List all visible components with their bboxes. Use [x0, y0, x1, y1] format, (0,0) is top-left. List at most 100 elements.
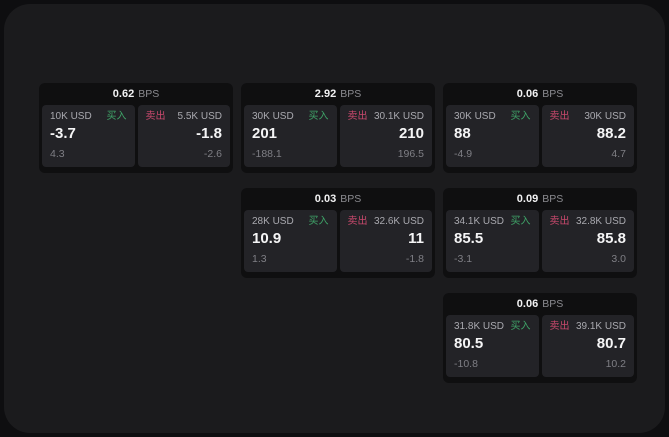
card-header: 0.03 BPS — [241, 188, 435, 210]
sell-sub-value: -2.6 — [203, 148, 222, 161]
buy-row: 30K USD 买入 — [252, 111, 329, 122]
sell-amount: 30K USD — [584, 111, 626, 122]
buy-amount: 30K USD — [454, 111, 496, 122]
bps-unit-label: BPS — [542, 297, 564, 310]
sell-row: 卖出 32.8K USD — [550, 216, 627, 227]
buy-quote-panel[interactable]: 10K USD 买入 -3.7 4.3 — [42, 105, 135, 167]
sell-sub-value: 4.7 — [611, 148, 626, 161]
sell-side-label: 卖出 — [549, 321, 570, 332]
card-header: 2.92 BPS — [241, 83, 435, 105]
card-header: 0.06 BPS — [443, 83, 637, 105]
card-header: 0.62 BPS — [39, 83, 233, 105]
buy-quote-panel[interactable]: 30K USD 买入 201 -188.1 — [244, 105, 337, 167]
sell-row: 卖出 39.1K USD — [550, 321, 627, 332]
card-body: 28K USD 买入 10.9 1.3 卖出 32.6K USD 11 -1.8 — [241, 210, 435, 275]
buy-side-label: 买入 — [510, 111, 531, 122]
sell-price: 88.2 — [596, 125, 626, 142]
card-body: 34.1K USD 买入 85.5 -3.1 卖出 32.8K USD 85.8… — [443, 210, 637, 275]
buy-price: 201 — [252, 125, 278, 142]
buy-price: 88 — [454, 125, 471, 142]
buy-row: 10K USD 买入 — [50, 111, 127, 122]
sell-quote-panel[interactable]: 卖出 30.1K USD 210 196.5 — [339, 105, 432, 167]
buy-amount: 10K USD — [50, 111, 92, 122]
buy-side-label: 买入 — [106, 111, 127, 122]
buy-sub-value: -3.1 — [454, 253, 473, 266]
bps-unit-label: BPS — [340, 192, 362, 205]
card-header: 0.06 BPS — [443, 293, 637, 315]
buy-amount: 31.8K USD — [454, 321, 505, 332]
buy-side-label: 买入 — [308, 111, 329, 122]
sell-row: 卖出 30.1K USD — [348, 111, 425, 122]
buy-sub-value: -188.1 — [252, 148, 282, 161]
sell-quote-panel[interactable]: 卖出 39.1K USD 80.7 10.2 — [541, 315, 634, 377]
sell-quote-panel[interactable]: 卖出 30K USD 88.2 4.7 — [541, 105, 634, 167]
sell-side-label: 卖出 — [347, 111, 368, 122]
sell-sub-value: 196.5 — [397, 148, 424, 161]
sell-amount: 5.5K USD — [177, 111, 222, 122]
buy-price: -3.7 — [50, 125, 76, 142]
sell-sub-value: 3.0 — [611, 253, 626, 266]
sell-sub-value: 10.2 — [605, 358, 626, 371]
buy-price: 10.9 — [252, 230, 282, 247]
sell-quote-panel[interactable]: 卖出 32.6K USD 11 -1.8 — [339, 210, 432, 272]
buy-sub-value: 1.3 — [252, 253, 267, 266]
quote-card-3: 0.06 BPS 30K USD 买入 88 -4.9 卖出 30K USD 8… — [443, 83, 637, 173]
sell-price: 80.7 — [596, 335, 626, 352]
bps-value: 2.92 — [314, 87, 337, 100]
buy-quote-panel[interactable]: 30K USD 买入 88 -4.9 — [446, 105, 539, 167]
bps-value: 0.06 — [516, 87, 539, 100]
sell-row: 卖出 5.5K USD — [146, 111, 223, 122]
buy-quote-panel[interactable]: 28K USD 买入 10.9 1.3 — [244, 210, 337, 272]
sell-row: 卖出 30K USD — [550, 111, 627, 122]
bps-unit-label: BPS — [340, 87, 362, 100]
sell-amount: 39.1K USD — [575, 321, 626, 332]
sell-sub-value: -1.8 — [405, 253, 424, 266]
buy-amount: 30K USD — [252, 111, 294, 122]
buy-row: 34.1K USD 买入 — [454, 216, 531, 227]
quote-card-1: 0.62 BPS 10K USD 买入 -3.7 4.3 卖出 5.5K USD… — [39, 83, 233, 173]
buy-side-label: 买入 — [510, 321, 531, 332]
bps-unit-label: BPS — [542, 192, 564, 205]
sell-amount: 32.6K USD — [373, 216, 424, 227]
buy-sub-value: -4.9 — [454, 148, 473, 161]
sell-price: 210 — [398, 125, 424, 142]
sell-quote-panel[interactable]: 卖出 5.5K USD -1.8 -2.6 — [137, 105, 230, 167]
card-body: 30K USD 买入 88 -4.9 卖出 30K USD 88.2 4.7 — [443, 105, 637, 170]
bps-unit-label: BPS — [542, 87, 564, 100]
quote-card-2: 2.92 BPS 30K USD 买入 201 -188.1 卖出 30.1K … — [241, 83, 435, 173]
bps-value: 0.62 — [112, 87, 135, 100]
sell-quote-panel[interactable]: 卖出 32.8K USD 85.8 3.0 — [541, 210, 634, 272]
sell-side-label: 卖出 — [549, 111, 570, 122]
buy-sub-value: 4.3 — [50, 148, 65, 161]
sell-amount: 30.1K USD — [373, 111, 424, 122]
sell-price: 85.8 — [596, 230, 626, 247]
card-body: 10K USD 买入 -3.7 4.3 卖出 5.5K USD -1.8 -2.… — [39, 105, 233, 170]
bps-unit-label: BPS — [138, 87, 160, 100]
buy-price: 85.5 — [454, 230, 484, 247]
bps-value: 0.03 — [314, 192, 337, 205]
sell-side-label: 卖出 — [347, 216, 368, 227]
sell-price: -1.8 — [196, 125, 222, 142]
card-body: 30K USD 买入 201 -188.1 卖出 30.1K USD 210 1… — [241, 105, 435, 170]
buy-side-label: 买入 — [308, 216, 329, 227]
quote-card-6: 0.06 BPS 31.8K USD 买入 80.5 -10.8 卖出 39.1… — [443, 293, 637, 383]
buy-quote-panel[interactable]: 34.1K USD 买入 85.5 -3.1 — [446, 210, 539, 272]
buy-price: 80.5 — [454, 335, 484, 352]
buy-row: 31.8K USD 买入 — [454, 321, 531, 332]
sell-side-label: 卖出 — [549, 216, 570, 227]
quote-card-5: 0.09 BPS 34.1K USD 买入 85.5 -3.1 卖出 32.8K… — [443, 188, 637, 278]
sell-amount: 32.8K USD — [575, 216, 626, 227]
card-header: 0.09 BPS — [443, 188, 637, 210]
buy-row: 28K USD 买入 — [252, 216, 329, 227]
buy-sub-value: -10.8 — [454, 358, 478, 371]
bps-value: 0.06 — [516, 297, 539, 310]
buy-amount: 34.1K USD — [454, 216, 505, 227]
buy-side-label: 买入 — [510, 216, 531, 227]
card-body: 31.8K USD 买入 80.5 -10.8 卖出 39.1K USD 80.… — [443, 315, 637, 380]
sell-row: 卖出 32.6K USD — [348, 216, 425, 227]
bps-value: 0.09 — [516, 192, 539, 205]
quote-card-4: 0.03 BPS 28K USD 买入 10.9 1.3 卖出 32.6K US… — [241, 188, 435, 278]
sell-price: 11 — [408, 230, 424, 247]
buy-quote-panel[interactable]: 31.8K USD 买入 80.5 -10.8 — [446, 315, 539, 377]
sell-side-label: 卖出 — [145, 111, 166, 122]
